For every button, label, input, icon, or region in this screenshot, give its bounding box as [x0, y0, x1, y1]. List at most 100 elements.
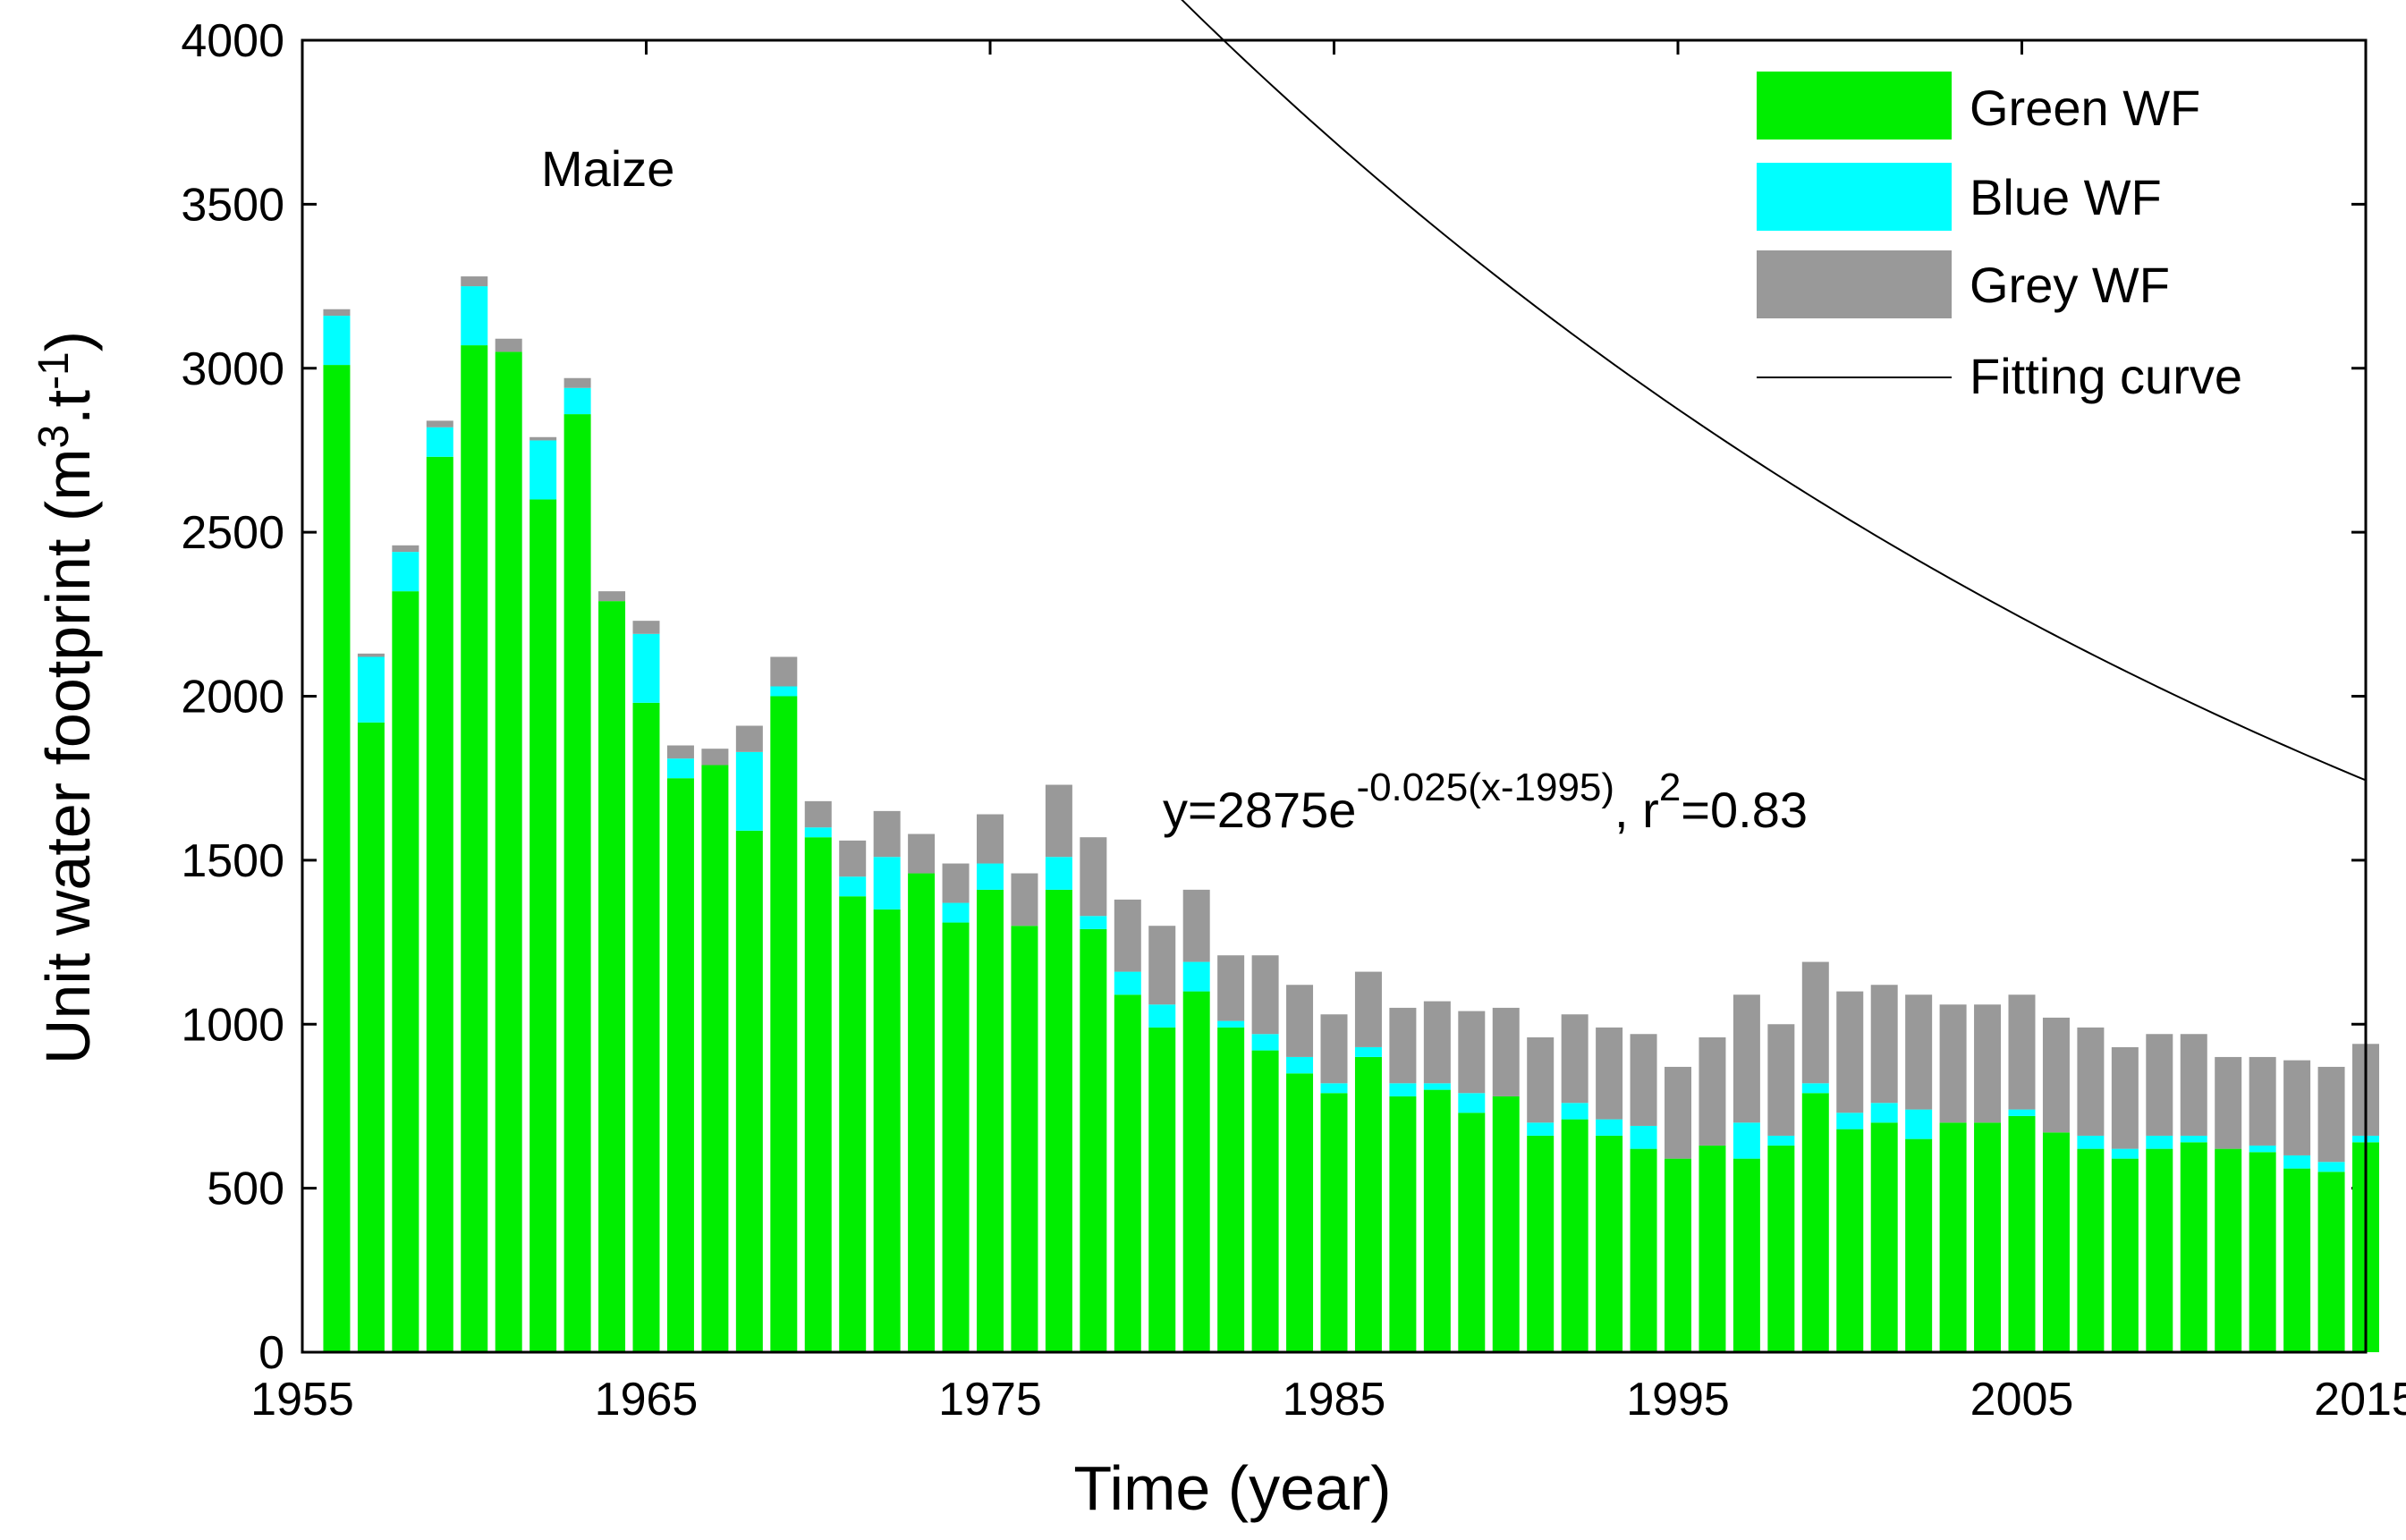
bar-green-wf: [2283, 1168, 2311, 1352]
bar-green-wf: [2146, 1148, 2173, 1352]
bar-green-wf: [1836, 1129, 1864, 1352]
bar-blue-wf: [1423, 1083, 1451, 1090]
x-tick-label: 1965: [595, 1374, 699, 1426]
bar-blue-wf: [1732, 1122, 1760, 1159]
bar-grey-wf: [1836, 991, 1864, 1113]
bar-grey-wf: [1217, 955, 1245, 1021]
bar-green-wf: [1182, 991, 1210, 1352]
bar-blue-wf: [1114, 971, 1141, 995]
bar-blue-wf: [666, 758, 694, 779]
x-tick-label: 1995: [1626, 1374, 1730, 1426]
bar-blue-wf: [2146, 1135, 2173, 1149]
bar-grey-wf: [357, 653, 385, 657]
bar-green-wf: [1905, 1138, 1933, 1352]
bar-blue-wf: [632, 633, 660, 703]
bar-grey-wf: [1732, 994, 1760, 1123]
bar-grey-wf: [1389, 1007, 1417, 1084]
bar-blue-wf: [1870, 1103, 1898, 1123]
bar-blue-wf: [1080, 916, 1107, 929]
bar-green-wf: [1801, 1093, 1829, 1352]
bar-green-wf: [804, 837, 832, 1352]
plot-area-frame: [301, 38, 2368, 1354]
bar-blue-wf: [357, 656, 385, 723]
bar-grey-wf: [2283, 1060, 2311, 1155]
bar-grey-wf: [873, 810, 901, 858]
bar-grey-wf: [1801, 961, 1829, 1084]
legend-swatch-blue: [1757, 163, 1952, 231]
bar-grey-wf: [1045, 784, 1072, 858]
bar-green-wf: [1114, 994, 1141, 1352]
y-tick-label: 2000: [181, 672, 284, 723]
x-tick-label: 1975: [938, 1374, 1042, 1426]
bar-blue-wf: [323, 316, 351, 366]
bar-grey-wf: [1182, 889, 1210, 962]
bar-green-wf: [1354, 1056, 1382, 1352]
bar-grey-wf: [1114, 899, 1141, 972]
bar-grey-wf: [1561, 1014, 1588, 1104]
bar-grey-wf: [563, 377, 591, 388]
bar-blue-wf: [1527, 1122, 1555, 1136]
bar-blue-wf: [977, 863, 1004, 890]
y-tick-label: 3000: [181, 343, 284, 395]
bar-blue-wf: [2283, 1155, 2311, 1169]
crop-label: Maize: [541, 140, 674, 197]
bar-grey-wf: [1699, 1037, 1726, 1146]
bar-grey-wf: [804, 800, 832, 828]
bar-green-wf: [2077, 1148, 2105, 1352]
bar-green-wf: [2111, 1158, 2139, 1352]
bar-grey-wf: [1011, 873, 1038, 927]
bar-grey-wf: [1080, 837, 1107, 917]
bar-grey-wf: [2146, 1034, 2173, 1136]
bar-grey-wf: [1939, 1004, 1967, 1123]
equation-mid: , r: [1614, 782, 1659, 838]
bar-grey-wf: [1251, 955, 1279, 1035]
bar-green-wf: [1870, 1122, 1898, 1352]
bar-grey-wf: [2008, 994, 2036, 1110]
x-tick-label: 1985: [1283, 1374, 1386, 1426]
bar-green-wf: [2008, 1115, 2036, 1352]
bar-grey-wf: [666, 745, 694, 759]
bar-grey-wf: [2180, 1034, 2207, 1136]
bar-blue-wf: [873, 857, 901, 910]
legend-label-curve: Fitting curve: [1970, 348, 2242, 404]
bar-blue-wf: [942, 902, 970, 923]
bar-grey-wf: [977, 814, 1004, 864]
bar-blue-wf: [2008, 1109, 2036, 1116]
bar-grey-wf: [2042, 1017, 2070, 1133]
y-tick-label: 1000: [181, 999, 284, 1051]
y-tick-label: 3500: [181, 179, 284, 231]
x-tick-label: 2015: [2314, 1374, 2406, 1426]
bar-grey-wf: [598, 591, 626, 602]
bar-green-wf: [1974, 1122, 2002, 1352]
bar-green-wf: [873, 909, 901, 1352]
bar-grey-wf: [701, 749, 729, 766]
equation-r-sup: 2: [1659, 766, 1681, 809]
equation-suffix: =0.83: [1681, 782, 1808, 838]
y-tick-label: 0: [258, 1327, 284, 1379]
bar-green-wf: [977, 889, 1004, 1352]
bar-blue-wf: [1354, 1046, 1382, 1057]
bar-blue-wf: [529, 440, 557, 500]
bar-green-wf: [666, 778, 694, 1352]
bar-blue-wf: [1458, 1093, 1486, 1113]
bar-blue-wf: [1767, 1135, 1795, 1146]
bar-grey-wf: [2077, 1027, 2105, 1136]
legend-label-grey: Grey WF: [1970, 257, 2170, 313]
bar-green-wf: [1045, 889, 1072, 1352]
bar-grey-wf: [529, 436, 557, 441]
bar-green-wf: [2249, 1152, 2276, 1352]
y-tick-label: 2500: [181, 507, 284, 559]
bar-green-wf: [495, 351, 522, 1353]
legend-label-green: Green WF: [1970, 80, 2200, 136]
bar-green-wf: [1561, 1119, 1588, 1352]
bar-green-wf: [1767, 1145, 1795, 1352]
bar-grey-wf: [426, 420, 453, 427]
bar-grey-wf: [1320, 1014, 1348, 1084]
bar-grey-wf: [1458, 1011, 1486, 1094]
y-tick-label: 1500: [181, 835, 284, 887]
legend-label-blue: Blue WF: [1970, 169, 2162, 225]
bar-blue-wf: [563, 387, 591, 415]
bar-grey-wf: [632, 621, 660, 634]
bar-blue-wf: [2077, 1135, 2105, 1149]
